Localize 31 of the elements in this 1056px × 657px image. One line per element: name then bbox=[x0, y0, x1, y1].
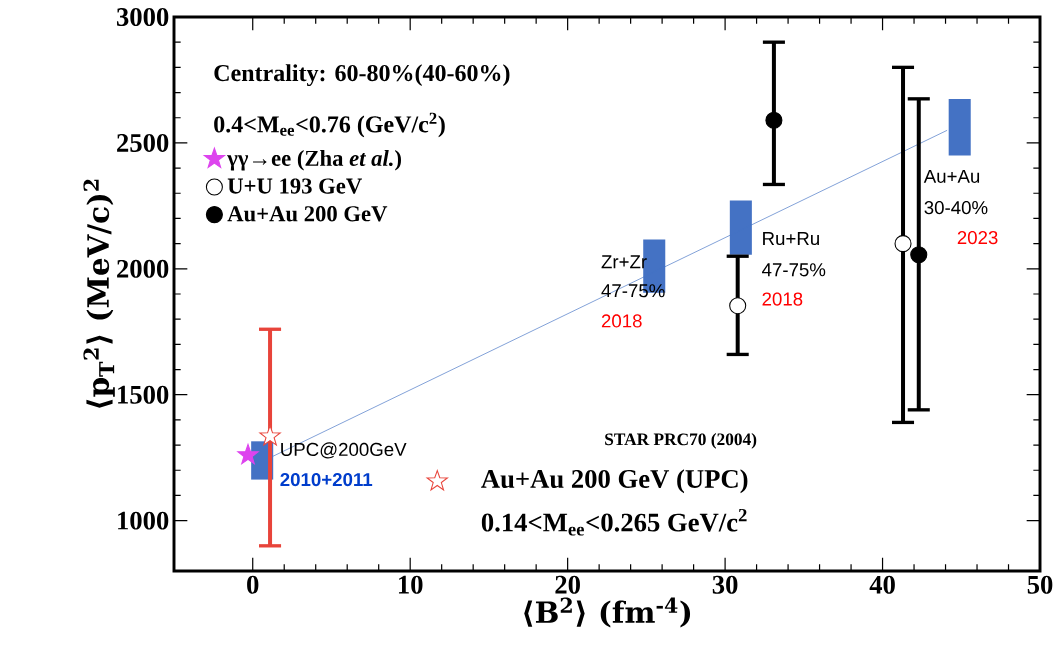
annotation: 2023 bbox=[957, 230, 998, 245]
x-axis-title: ⟨B$^{2}$⟩ (fm$^{-4}$) bbox=[524, 597, 691, 628]
annotation: Centrality: 60-80%(40-60%) bbox=[214, 64, 510, 87]
legend-label: U+U 193 GeV bbox=[227, 178, 362, 194]
annotation: Ru+Ru bbox=[763, 232, 819, 246]
annotation: 2018 bbox=[601, 314, 642, 328]
annotation: 47-75% bbox=[762, 263, 826, 277]
annotation: 2018 bbox=[762, 292, 803, 306]
y-tick-label: 2500 bbox=[117, 133, 169, 152]
annotation: UPC@200GeV bbox=[281, 442, 407, 459]
x-tick-label: 30 bbox=[712, 575, 738, 594]
x-tick-label: 0 bbox=[247, 575, 259, 594]
legend-label: Au+Au 200 GeV (UPC) bbox=[481, 469, 748, 494]
y-tick-label: 3000 bbox=[116, 8, 169, 26]
annotation: 0.4<M$_{ee}$<0.76 (GeV/c$^{2}$) bbox=[214, 112, 445, 138]
x-tick-label: 20 bbox=[555, 575, 580, 594]
y-tick-label: 1500 bbox=[118, 385, 169, 404]
annotation: STAR PRC70 (2004) bbox=[605, 432, 757, 449]
annotation: 0.14<M$_{ee}$<0.265 GeV/c$^{2}$ bbox=[481, 508, 747, 536]
x-tick-label: 10 bbox=[398, 575, 423, 594]
legend-label: γγ→ee (Zha et al.) bbox=[227, 150, 402, 171]
y-axis-title: ⟨p$_{T}$$^{2}$⟩ (MeV/c)$^{2}$ bbox=[83, 179, 115, 408]
x-tick-label: 50 bbox=[1027, 575, 1053, 594]
legend-label: Au+Au 200 GeV bbox=[227, 206, 388, 222]
annotation: 30-40% bbox=[924, 201, 988, 215]
x-tick-label: 40 bbox=[869, 575, 895, 594]
annotation: 2010+2011 bbox=[280, 472, 373, 487]
annotation: Au+Au bbox=[923, 169, 980, 183]
y-tick-label: 1000 bbox=[118, 511, 169, 530]
y-tick-label: 2000 bbox=[117, 259, 169, 278]
annotation: 47-75% bbox=[601, 284, 665, 298]
